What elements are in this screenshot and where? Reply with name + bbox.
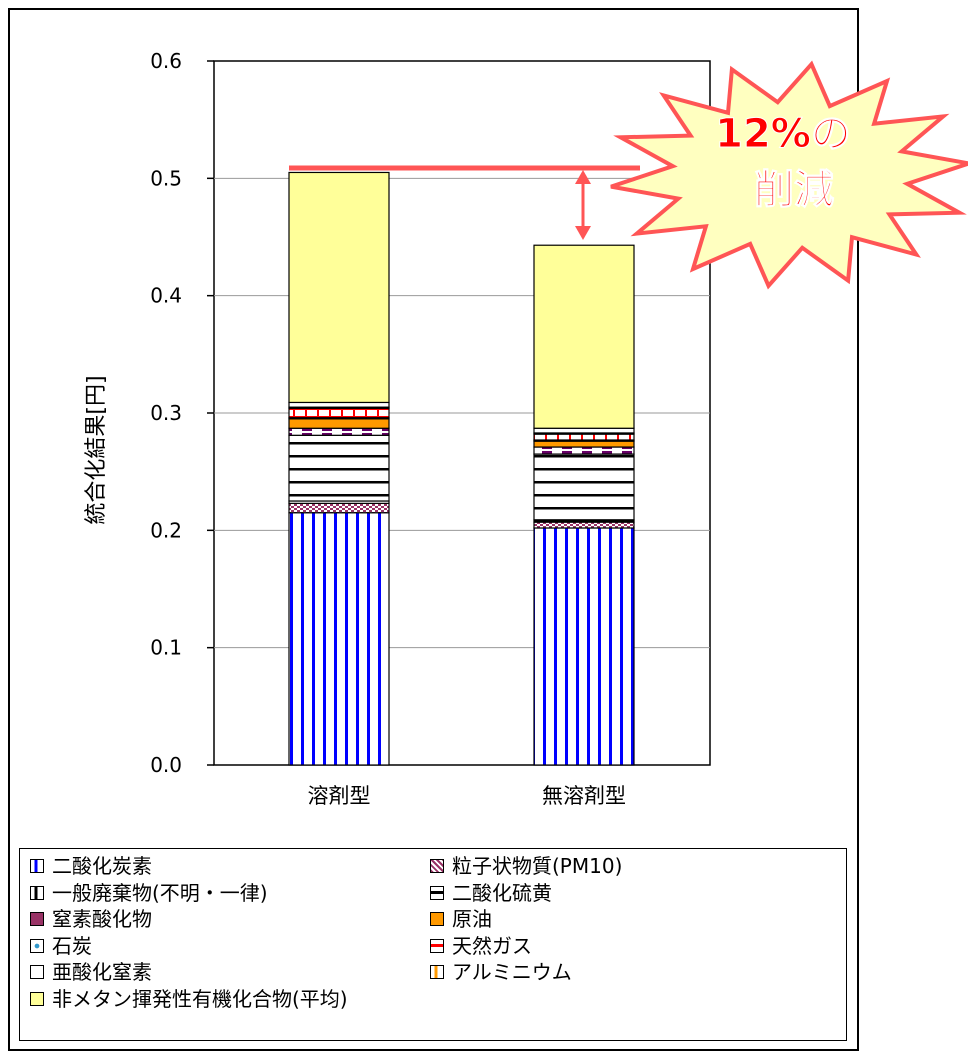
- legend-label: 原油: [452, 907, 492, 932]
- y-tick-label: 0.4: [150, 284, 182, 308]
- legend-swatch: [30, 885, 44, 900]
- legend-swatch: [430, 965, 444, 980]
- legend-label: 二酸化炭素: [52, 854, 152, 879]
- bar-segment: [288, 502, 390, 514]
- bar-segment: [288, 512, 390, 766]
- legend-item: 天然ガス: [430, 933, 830, 960]
- bar-segment: [533, 521, 635, 529]
- reduction-arrow-head-bottom: [575, 226, 591, 240]
- legend-swatch: [30, 965, 44, 980]
- legend-swatch: [430, 938, 444, 953]
- bar-segment: [533, 244, 635, 429]
- bar-segment: [288, 401, 390, 408]
- bar-segment: [288, 434, 390, 502]
- y-tick-label: 0.6: [150, 49, 182, 73]
- bar-segment: [288, 427, 390, 436]
- legend-label: 亜酸化窒素: [52, 960, 152, 985]
- legend-grid: 二酸化炭素 粒子状物質(PM10) 一般廃棄物(不明・一律) 二酸化硫黄窒素酸化物 原油…: [30, 853, 846, 1012]
- y-tick-label: 0.1: [150, 636, 182, 660]
- legend-label: 二酸化硫黄: [452, 880, 552, 905]
- reduction-arrow-head-top: [575, 170, 591, 184]
- x-axis: 溶剤型 無溶剤型: [308, 784, 627, 808]
- legend-item: アルミニウム: [430, 959, 830, 986]
- callout-burst: [610, 60, 968, 290]
- legend-item: 粒子状物質(PM10): [430, 853, 830, 880]
- callout-text-line2: 削減: [754, 167, 834, 213]
- bar-segment: [533, 433, 635, 441]
- legend-item: 亜酸化窒素: [30, 959, 430, 986]
- x-tick-label: 無溶剤型: [542, 784, 626, 808]
- y-tick-label: 0.0: [150, 753, 182, 777]
- bar-segment: [533, 440, 635, 448]
- x-tick-label: 溶剤型: [308, 784, 371, 808]
- bar-segment: [533, 527, 635, 766]
- callout-text-line1: 12%の: [715, 111, 851, 157]
- y-axis: 0.0 0.1 0.2 0.3 0.4 0.5 0.6: [150, 49, 214, 777]
- legend-swatch: [30, 912, 44, 927]
- legend-label: アルミニウム: [452, 960, 572, 985]
- y-axis-label: 統合化結果[円]: [84, 375, 109, 524]
- legend-item: 一般廃棄物(不明・一律): [30, 880, 430, 907]
- legend-label: 非メタン揮発性有機化合物(平均): [52, 986, 348, 1011]
- bars: [288, 171, 635, 766]
- bar-segment: [533, 446, 635, 455]
- legend-item: 非メタン揮発性有機化合物(平均): [30, 986, 430, 1013]
- legend-item: 二酸化硫黄: [430, 880, 830, 907]
- legend-item: 石炭: [30, 933, 430, 960]
- y-tick-label: 0.2: [150, 518, 182, 542]
- legend-label: 一般廃棄物(不明・一律): [52, 880, 268, 905]
- legend-label: 石炭: [52, 933, 92, 958]
- legend-swatch: [30, 859, 44, 874]
- legend-item: 窒素酸化物: [30, 906, 430, 933]
- legend-label: 窒素酸化物: [52, 907, 152, 932]
- bar-segment: [533, 453, 635, 521]
- legend-label: 粒子状物質(PM10): [452, 854, 623, 879]
- legend-swatch: [430, 885, 444, 900]
- legend-swatch: [30, 938, 44, 953]
- bar-segment: [533, 427, 635, 434]
- bar-segment: [288, 418, 390, 429]
- y-tick-label: 0.5: [150, 166, 182, 190]
- legend-label: 天然ガス: [452, 933, 532, 958]
- legend-swatch: [30, 991, 44, 1006]
- y-tick-label: 0.3: [150, 401, 182, 425]
- legend-swatch: [430, 912, 444, 927]
- bar-segment: [288, 407, 390, 419]
- legend-swatch: [430, 859, 444, 874]
- legend: 二酸化炭素 粒子状物質(PM10) 一般廃棄物(不明・一律) 二酸化硫黄窒素酸化物 原油…: [19, 848, 847, 1041]
- legend-item: 原油: [430, 906, 830, 933]
- legend-item: 二酸化炭素: [30, 853, 430, 880]
- bar-segment: [288, 171, 390, 404]
